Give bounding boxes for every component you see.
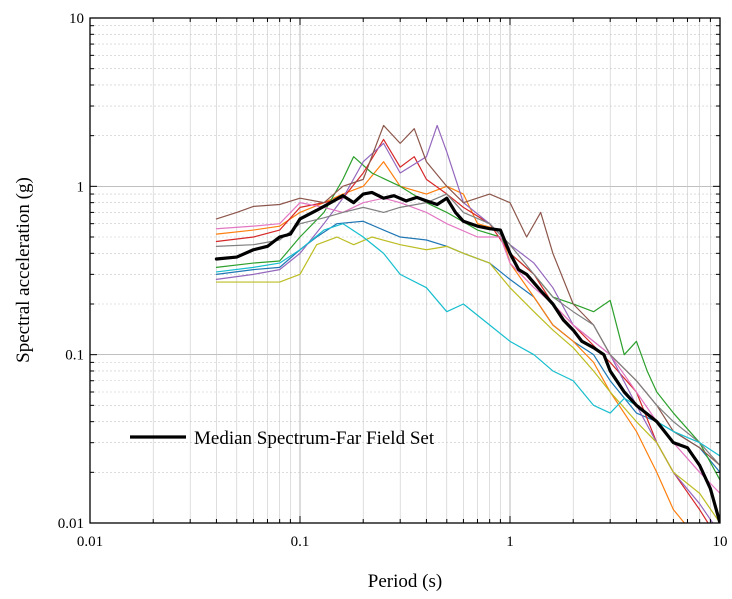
series-layer [214, 124, 720, 523]
series-line [215, 236, 720, 523]
series-line [215, 193, 720, 466]
x-axis-title: Period (s) [368, 571, 442, 592]
y-axis-title: Spectral acceleration (g) [13, 177, 34, 363]
series-line-median [214, 190, 720, 523]
y-tick-label: 1 [77, 179, 85, 195]
x-tick-label: 0.01 [77, 534, 103, 550]
plot-frame [89, 17, 721, 524]
series-line [215, 138, 709, 523]
y-tick-label: 0.1 [65, 348, 84, 364]
x-tick-label: 10 [713, 534, 728, 550]
legend-label-median: Median Spectrum-Far Field Set [194, 428, 435, 449]
legend: Median Spectrum-Far Field Set [130, 428, 435, 449]
y-tick-label: 10 [69, 11, 84, 27]
axes: 0.01 0.1 1 10 0.01 0.1 1 10 [58, 11, 728, 550]
minor-gridlines [90, 18, 720, 523]
x-tick-label: 0.1 [291, 534, 310, 550]
x-tick-label: 1 [506, 534, 514, 550]
y-tick-label: 0.01 [58, 516, 84, 532]
series-line [215, 124, 714, 523]
series-line [215, 197, 720, 494]
